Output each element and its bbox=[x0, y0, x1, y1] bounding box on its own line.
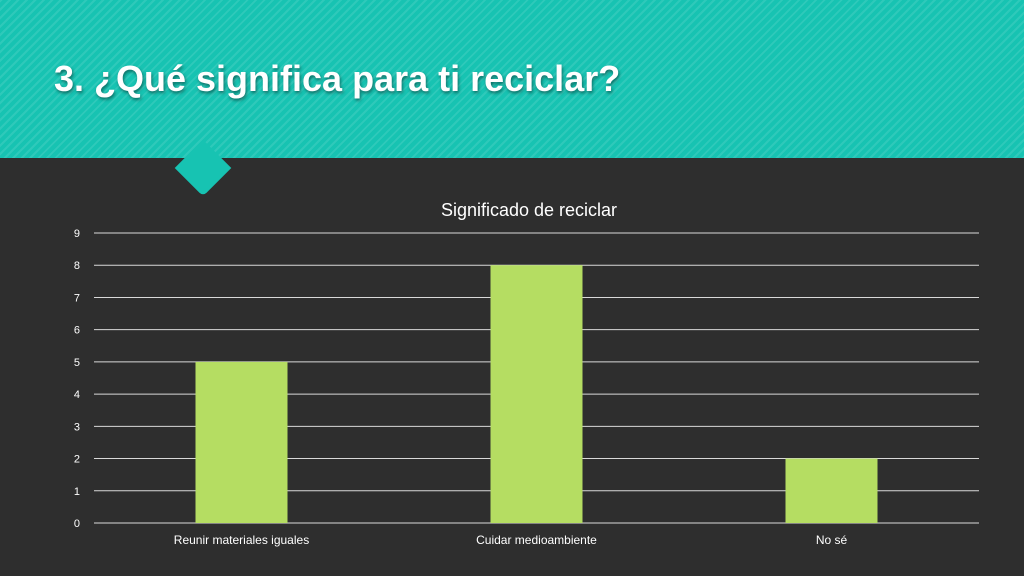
x-category-label: Reunir materiales iguales bbox=[174, 533, 309, 547]
x-category-label: No sé bbox=[816, 533, 848, 547]
y-tick-label: 2 bbox=[74, 454, 80, 466]
y-tick-label: 1 bbox=[74, 486, 80, 498]
x-category-label: Cuidar medioambiente bbox=[476, 533, 597, 547]
slide-title: 3. ¿Qué significa para ti reciclar? bbox=[54, 58, 621, 99]
bars bbox=[195, 265, 878, 523]
y-axis-ticks: 0 1 2 3 4 5 6 7 8 9 bbox=[74, 228, 80, 530]
y-tick-label: 9 bbox=[74, 228, 80, 240]
x-axis-labels: Reunir materiales iguales Cuidar medioamb… bbox=[174, 533, 848, 547]
y-tick-label: 5 bbox=[74, 357, 80, 369]
bar bbox=[785, 458, 878, 523]
y-tick-label: 6 bbox=[74, 325, 80, 337]
y-tick-label: 3 bbox=[74, 421, 80, 433]
bar bbox=[195, 361, 288, 523]
y-tick-label: 8 bbox=[74, 260, 80, 272]
y-tick-label: 7 bbox=[74, 292, 80, 304]
bar bbox=[490, 265, 583, 523]
title-banner bbox=[0, 0, 1024, 158]
chart-title: Significado de reciclar bbox=[441, 200, 617, 220]
y-tick-label: 4 bbox=[74, 389, 80, 401]
y-tick-label: 0 bbox=[74, 518, 80, 530]
